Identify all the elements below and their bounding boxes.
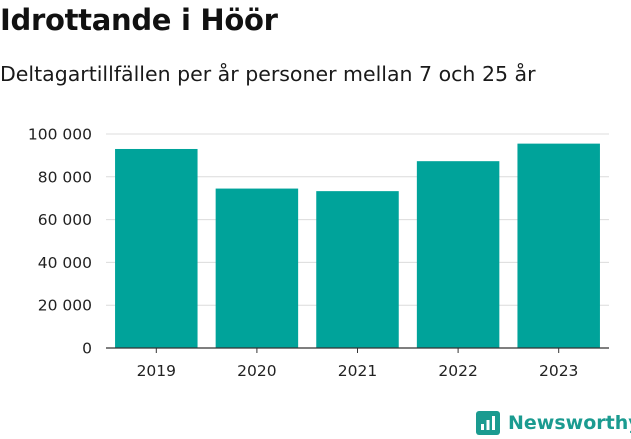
bar-chart-logo-icon — [476, 411, 500, 435]
bar-2021 — [316, 191, 399, 348]
bar-2023 — [517, 143, 600, 348]
newsworthy-brand: Newsworthy — [476, 408, 631, 438]
y-tick-label: 80 000 — [38, 168, 92, 186]
x-tick-label: 2019 — [137, 362, 176, 380]
y-tick-label: 60 000 — [38, 211, 92, 229]
bar-2020 — [215, 188, 299, 348]
y-tick-label: 0 — [82, 340, 92, 358]
y-tick-label: 100 000 — [28, 126, 92, 144]
chart-subtitle: Deltagartillfällen per år personer mella… — [0, 62, 536, 86]
bar-2022 — [416, 161, 500, 348]
bar-2019 — [115, 148, 198, 348]
y-tick-label: 40 000 — [38, 254, 92, 272]
bar-chart: 0 20 000 40 000 60 000 80 000 100 000 2019 2020… — [28, 126, 609, 380]
x-tick-label: 2021 — [338, 362, 377, 380]
brand-name: Newsworthy — [508, 412, 631, 434]
x-tick-label: 2020 — [237, 362, 276, 380]
y-tick-label: 20 000 — [38, 297, 92, 315]
chart-title: Idrottande i Höör — [0, 3, 278, 37]
x-tick-label: 2022 — [438, 362, 477, 380]
x-tick-label: 2023 — [539, 362, 578, 380]
